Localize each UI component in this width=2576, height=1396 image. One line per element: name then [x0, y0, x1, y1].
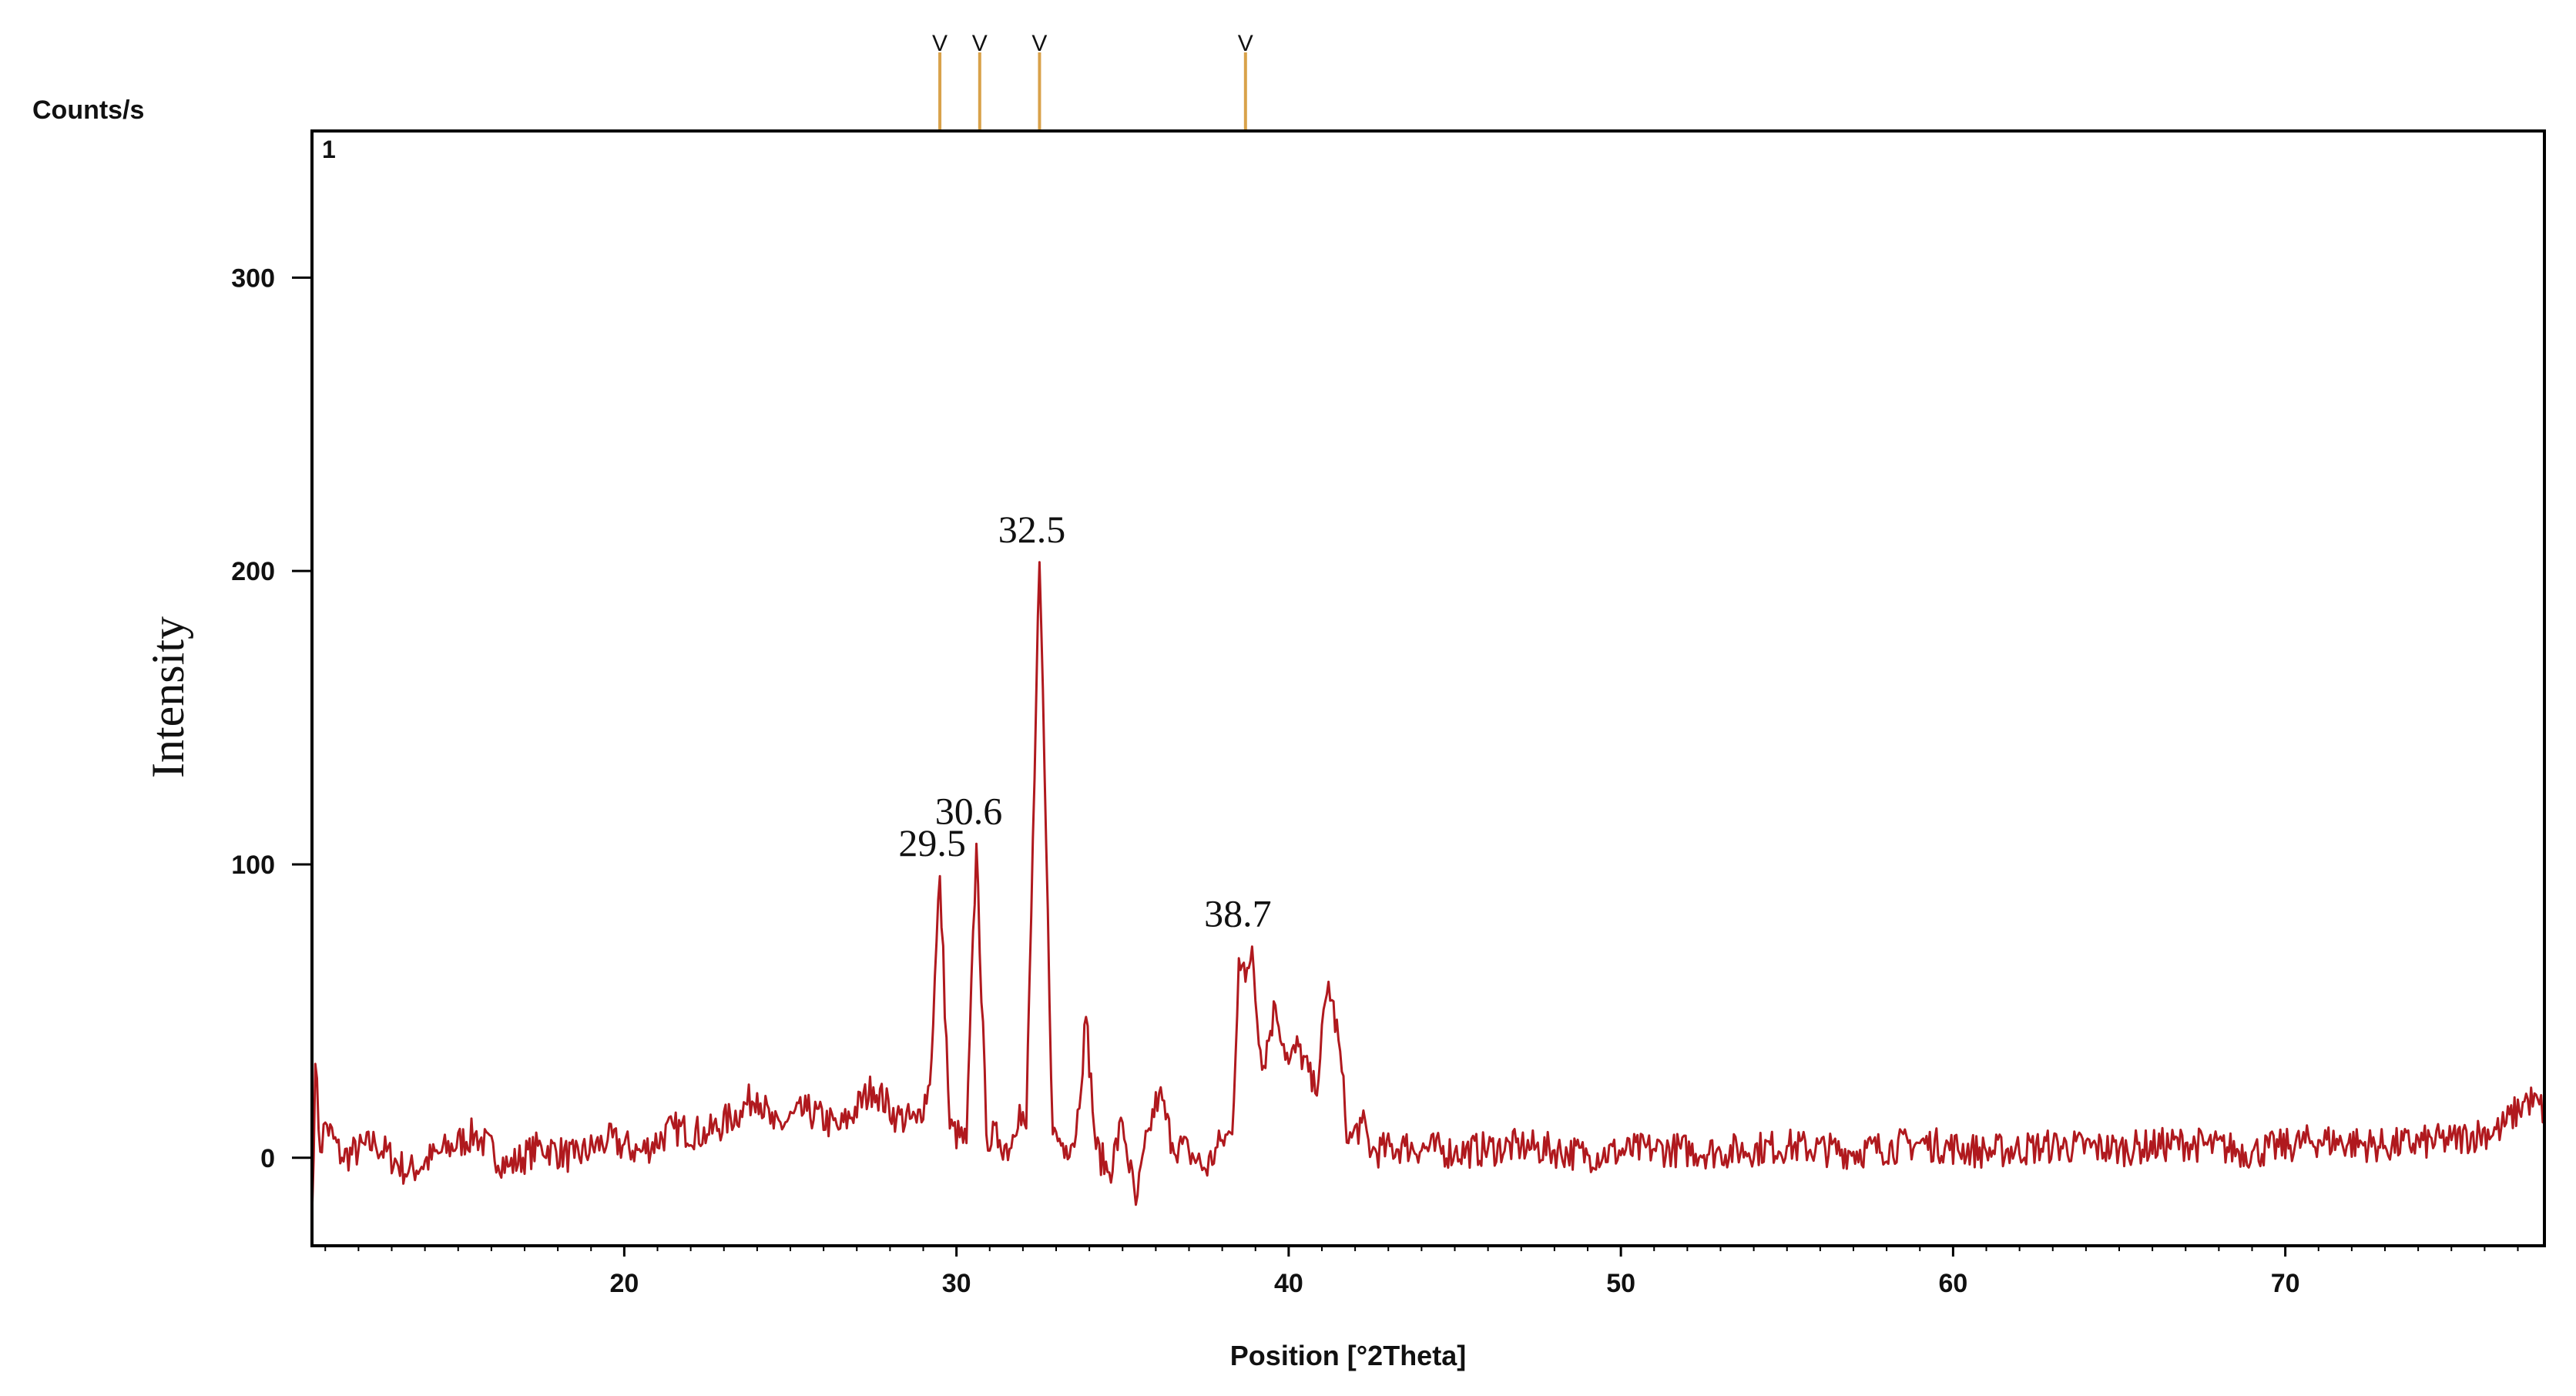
x-tick-label: 30	[942, 1269, 971, 1298]
peak-label: 38.7	[1204, 892, 1272, 935]
x-axis-label: Position [°2Theta]	[1230, 1340, 1466, 1371]
x-tick-label: 60	[1938, 1269, 1967, 1298]
intensity-trace	[310, 561, 2546, 1216]
y-tick-label: 200	[231, 557, 275, 586]
x-tick-label: 50	[1606, 1269, 1635, 1298]
y-tick-label: 300	[231, 263, 275, 293]
x-tick-label: 70	[2271, 1269, 2300, 1298]
y-axis-label: Intensity	[143, 616, 193, 778]
reference-marker-label: V	[1031, 31, 1047, 56]
x-axis-ticks: 20 30 40 50 60 70	[324, 1246, 2519, 1298]
reference-marker-label: V	[932, 31, 948, 56]
y-unit-label: Counts/s	[32, 96, 144, 125]
panel-number: 1	[322, 136, 336, 163]
plot-frame	[310, 129, 2546, 1247]
reference-marker-label: V	[972, 31, 988, 56]
peak-label: 30.6	[935, 789, 1003, 832]
y-tick-label: 100	[231, 851, 275, 880]
peak-label: 32.5	[998, 508, 1066, 551]
x-tick-label: 40	[1274, 1269, 1303, 1298]
y-axis-ticks: 0 100 200 300	[231, 263, 312, 1173]
peak-labels: 29.530.6 32.5 38.7	[898, 508, 1271, 935]
peak-label: 29.5	[898, 821, 966, 864]
reference-marker-label: V	[1238, 31, 1253, 56]
x-tick-label: 20	[609, 1269, 639, 1298]
plot-area	[310, 129, 2546, 1247]
y-tick-label: 0	[260, 1144, 275, 1173]
